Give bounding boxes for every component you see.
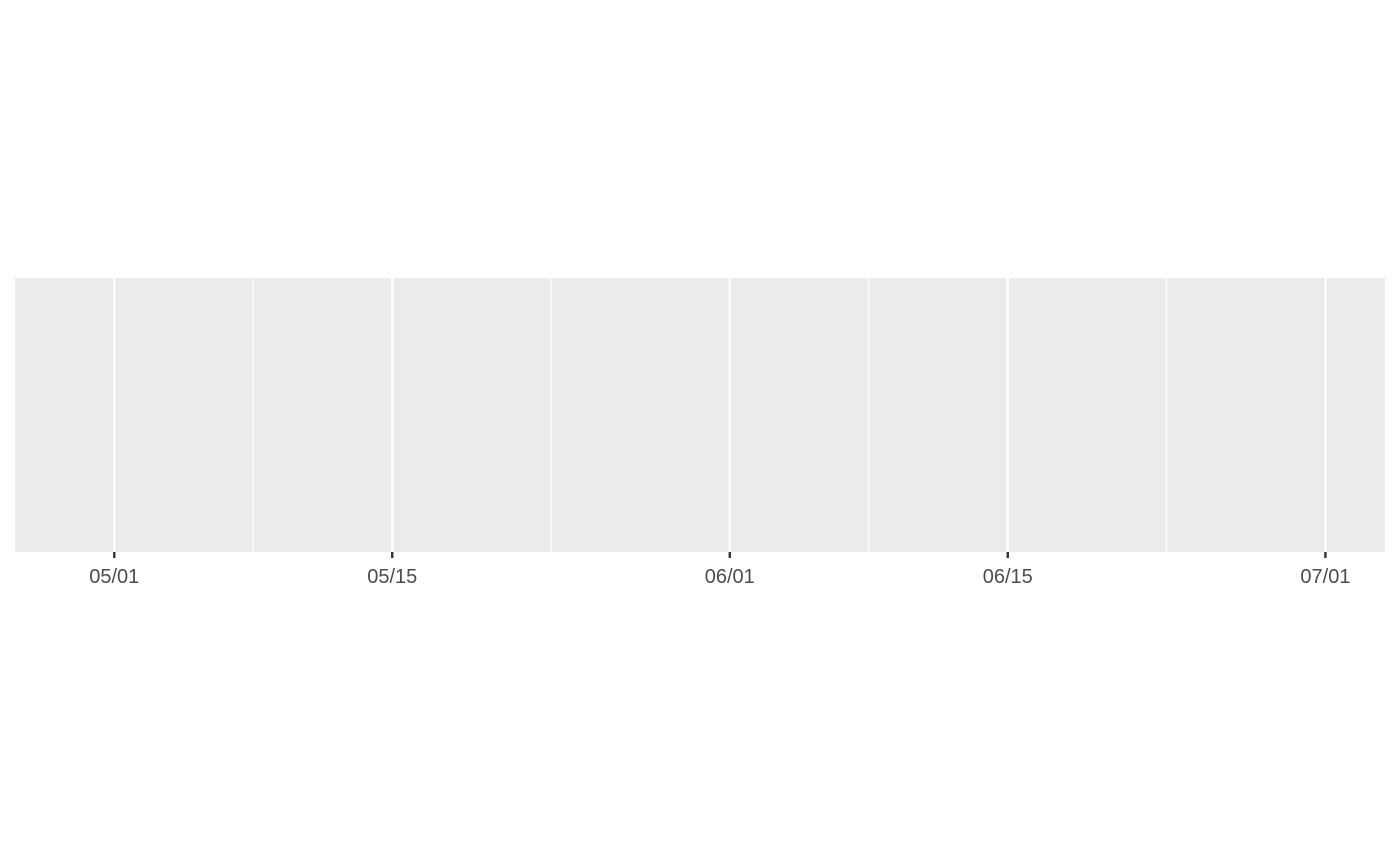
x-axis-tick-labels: 05/01 05/15 06/01 06/15 07/01	[89, 566, 1350, 588]
plot-panel	[15, 278, 1385, 552]
x-tick-label: 05/01	[89, 566, 139, 588]
x-tick-label: 06/01	[705, 566, 755, 588]
minor-gridlines	[252, 278, 1168, 552]
x-tick-label: 06/15	[983, 566, 1033, 588]
x-tick-label: 07/01	[1300, 566, 1350, 588]
x-axis-ticks	[113, 552, 1327, 558]
major-gridlines	[113, 278, 1327, 552]
x-tick-label: 05/15	[367, 566, 417, 588]
